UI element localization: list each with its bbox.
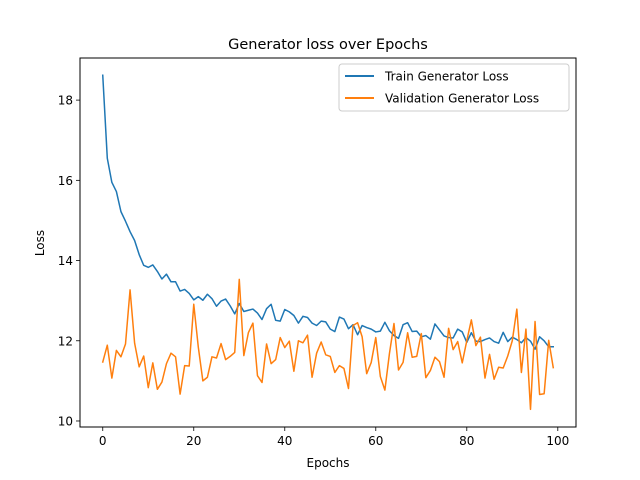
- x-tick-label: 60: [368, 434, 383, 448]
- x-tick-label: 0: [99, 434, 107, 448]
- x-tick-label: 20: [186, 434, 201, 448]
- x-tick-label: 100: [546, 434, 569, 448]
- legend: Train Generator Loss Validation Generato…: [338, 63, 570, 112]
- x-tick-label: 80: [459, 434, 474, 448]
- y-axis-label: Loss: [33, 230, 47, 256]
- x-axis: 0 20 40 60 80 100: [99, 427, 569, 448]
- y-tick-label: 10: [58, 414, 73, 428]
- y-tick-label: 16: [58, 174, 73, 188]
- y-tick-label: 14: [58, 254, 73, 268]
- y-tick-label: 12: [58, 334, 73, 348]
- y-axis: 10 12 14 16 18: [58, 94, 80, 428]
- axes-frame: [79, 57, 577, 428]
- chart-title: Generator loss over Epochs: [228, 37, 428, 53]
- legend-label-validation: Validation Generator Loss: [385, 92, 539, 106]
- plot-area: [79, 57, 577, 428]
- legend-box: [338, 63, 570, 112]
- validation-loss-line: [101, 278, 555, 411]
- y-tick-label: 18: [58, 94, 73, 108]
- legend-label-train: Train Generator Loss: [384, 70, 509, 84]
- x-tick-label: 40: [277, 434, 292, 448]
- x-axis-label: Epochs: [307, 456, 350, 470]
- series-layer: [101, 74, 555, 411]
